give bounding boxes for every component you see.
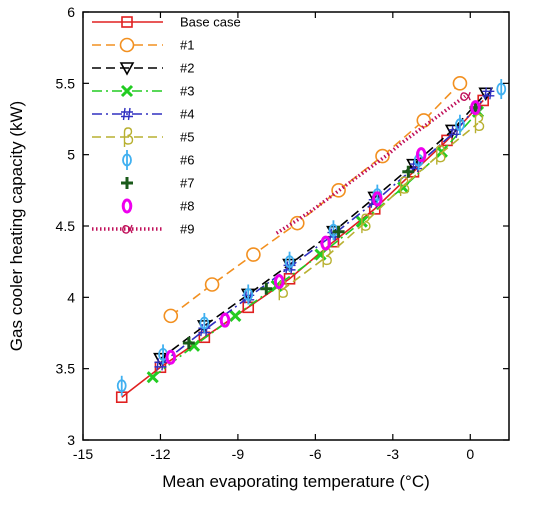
data-point <box>470 100 481 116</box>
x-tick-label: -15 <box>73 446 93 462</box>
data-point <box>415 147 427 163</box>
x-tick-label: -3 <box>387 446 400 462</box>
legend-item: #6 <box>122 150 194 170</box>
data-point <box>121 107 133 121</box>
data-point <box>283 272 296 285</box>
series-line <box>159 92 487 360</box>
legend-item: #1 <box>92 38 194 53</box>
x-tick-label: -9 <box>232 446 245 462</box>
data-point <box>121 177 133 189</box>
legend-label: #4 <box>180 107 194 122</box>
series-line <box>121 99 484 398</box>
data-point <box>375 148 390 164</box>
legend-label: Base case <box>180 15 241 30</box>
x-axis-title: Mean evaporating temperature (°C) <box>162 472 430 491</box>
data-point <box>122 150 132 170</box>
data-point <box>246 247 261 262</box>
data-point <box>116 375 127 396</box>
legend-item: #5 <box>92 127 194 147</box>
legend-label: #3 <box>180 84 194 99</box>
y-tick-label: 4 <box>67 289 75 305</box>
series-10 <box>275 91 471 235</box>
y-tick-label: 5.5 <box>56 75 76 91</box>
y-tick-label: 6 <box>67 4 75 20</box>
data-point <box>120 84 134 98</box>
y-tick-label: 5 <box>67 147 75 163</box>
data-point <box>331 183 346 198</box>
series-line <box>275 94 467 235</box>
legend-item: #4 <box>92 107 194 122</box>
legend-item: #8 <box>121 198 194 214</box>
legend-item: #3 <box>92 84 194 99</box>
legend-label: #7 <box>180 176 194 191</box>
data-point <box>482 87 495 100</box>
x-tick-label: -6 <box>309 446 322 462</box>
data-point <box>474 113 485 134</box>
legend-item: #2 <box>92 61 194 76</box>
data-point <box>123 127 134 147</box>
series-6 <box>278 113 485 301</box>
legend-label: #6 <box>180 153 194 168</box>
legend-label: #5 <box>180 130 194 145</box>
data-point <box>219 312 231 328</box>
data-point <box>119 37 135 53</box>
data-point <box>260 282 273 295</box>
data-point <box>460 91 471 101</box>
series-9 <box>165 100 481 365</box>
legend-label: #9 <box>180 222 194 237</box>
data-point <box>284 251 295 272</box>
data-point <box>361 213 371 234</box>
legend-label: #2 <box>180 61 194 76</box>
data-point <box>229 309 242 322</box>
data-point <box>273 274 285 290</box>
series-2 <box>163 76 468 324</box>
data-point <box>119 62 135 76</box>
data-point <box>455 114 465 135</box>
y-tick-label: 3.5 <box>56 361 76 377</box>
data-point <box>496 79 507 100</box>
data-point <box>372 191 383 207</box>
data-point <box>452 76 468 91</box>
data-point <box>436 144 446 165</box>
legend-label: #8 <box>180 199 194 214</box>
data-point <box>448 125 461 138</box>
y-tick-label: 3 <box>67 432 75 448</box>
data-point <box>121 16 133 28</box>
series-1 <box>115 94 489 404</box>
data-point <box>332 225 345 238</box>
y-tick-label: 4.5 <box>56 218 76 234</box>
data-point <box>199 313 210 334</box>
data-point <box>122 224 133 234</box>
data-point <box>121 198 133 214</box>
data-point <box>165 349 177 365</box>
y-axis-title: Gas cooler heating capacity (kW) <box>7 101 26 351</box>
x-tick-label: -12 <box>150 446 170 462</box>
data-point <box>320 235 331 251</box>
data-point <box>402 165 415 178</box>
data-point <box>204 277 220 292</box>
data-point <box>416 113 432 128</box>
data-point <box>243 284 254 305</box>
legend-item: Base case <box>92 15 241 30</box>
legend-label: #1 <box>180 38 194 53</box>
legend-item: #7 <box>121 176 194 191</box>
data-point <box>198 324 211 337</box>
x-tick-label: 0 <box>466 446 474 462</box>
data-point <box>399 176 410 197</box>
series-line <box>281 122 479 291</box>
data-point <box>182 336 195 349</box>
data-point <box>444 124 460 139</box>
legend-item: #9 <box>92 222 194 237</box>
data-point <box>146 371 159 384</box>
data-point <box>163 308 179 324</box>
